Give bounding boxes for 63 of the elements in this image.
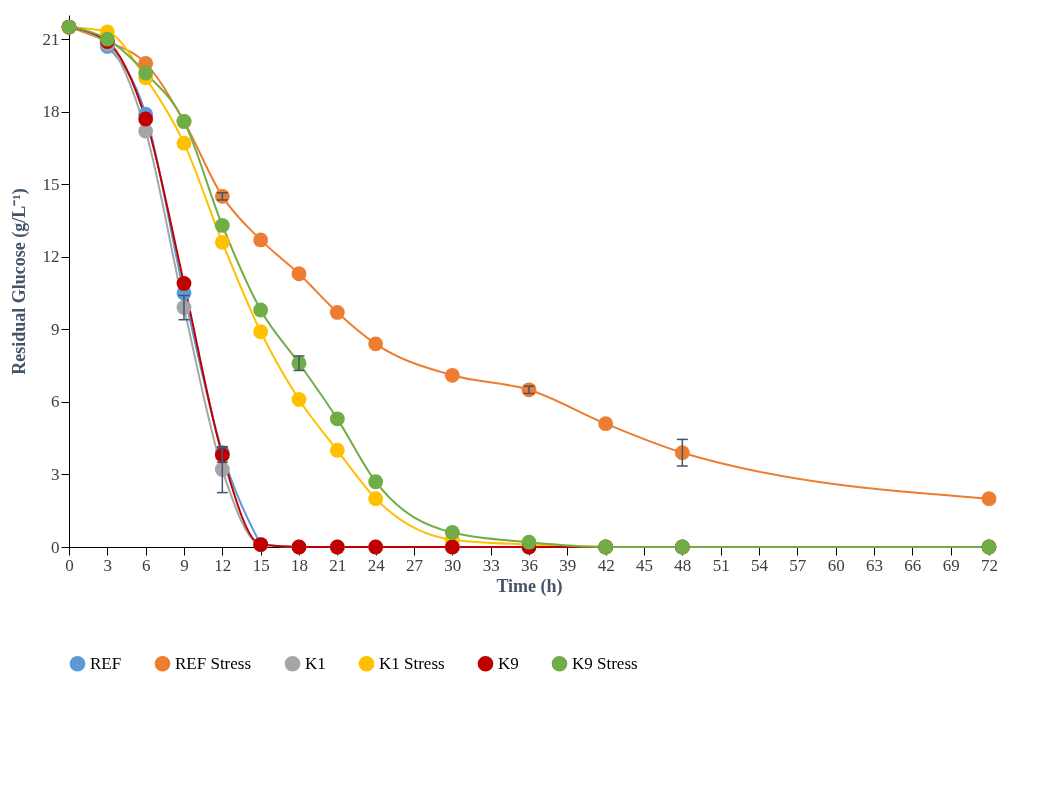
point	[176, 135, 192, 151]
x-tick-label: 30	[444, 555, 462, 575]
y-tick-label: 18	[42, 102, 60, 122]
y-tick-label: 6	[51, 392, 60, 412]
legend-label: K1 Stress	[379, 653, 445, 673]
y-tick-label: 12	[42, 247, 60, 267]
y-tick-label: 21	[42, 29, 60, 49]
x-tick-label: 60	[827, 555, 845, 575]
point	[368, 336, 384, 352]
point	[368, 491, 384, 507]
x-tick-label: 9	[180, 555, 189, 575]
point	[291, 392, 307, 407]
x-tick-label: 27	[406, 555, 424, 575]
x-tick-label: 72	[981, 555, 998, 575]
x-axis-title: Time (h)	[496, 575, 563, 597]
x-tick-label: 51	[712, 555, 730, 575]
y-tick-label: 9	[51, 319, 60, 339]
y-tick-label: 3	[51, 464, 60, 484]
point	[329, 411, 345, 427]
point	[981, 491, 997, 507]
legend-label: REF Stress	[175, 653, 252, 673]
y-axis-title: Residual Glucose (g/L⁻¹)	[8, 188, 30, 375]
x-tick-label: 36	[521, 555, 538, 575]
legend-label: K9 Stress	[572, 653, 638, 673]
point	[253, 232, 269, 248]
x-tick-label: 42	[597, 555, 615, 575]
x-tick-label: 15	[252, 555, 270, 575]
point	[214, 217, 230, 233]
point	[253, 324, 269, 340]
x-tick-label: 45	[636, 555, 653, 575]
point	[674, 445, 690, 461]
legend-label: K9	[498, 653, 519, 673]
x-tick-label: 66	[904, 555, 922, 575]
x-tick-label: 21	[329, 555, 347, 575]
point	[138, 65, 154, 81]
y-tick-label: 15	[42, 174, 60, 194]
x-tick-label: 54	[751, 555, 769, 575]
x-tick-label: 18	[291, 555, 308, 575]
y-tick-label: 0	[51, 537, 60, 557]
point	[253, 302, 269, 318]
point	[368, 474, 384, 490]
point	[329, 305, 345, 320]
x-tick-label: 63	[866, 555, 883, 575]
x-tick-label: 69	[942, 555, 960, 575]
x-tick-label: 0	[65, 555, 74, 575]
point	[598, 416, 614, 432]
x-tick-label: 33	[482, 555, 500, 575]
point	[444, 367, 460, 383]
point	[214, 234, 230, 250]
x-tick-label: 3	[103, 555, 113, 575]
point	[291, 266, 307, 282]
point	[444, 525, 460, 540]
legend-label: REF	[90, 653, 122, 673]
x-tick-label: 57	[789, 555, 807, 575]
point	[176, 276, 192, 291]
x-tick-label: 6	[141, 555, 151, 575]
x-tick-label: 39	[559, 555, 577, 575]
x-tick-label: 24	[367, 555, 386, 575]
x-tick-label: 12	[214, 555, 232, 575]
x-tick-label: 48	[674, 555, 692, 575]
point	[329, 442, 345, 458]
legend-label: K1	[305, 653, 326, 673]
point	[138, 111, 154, 127]
